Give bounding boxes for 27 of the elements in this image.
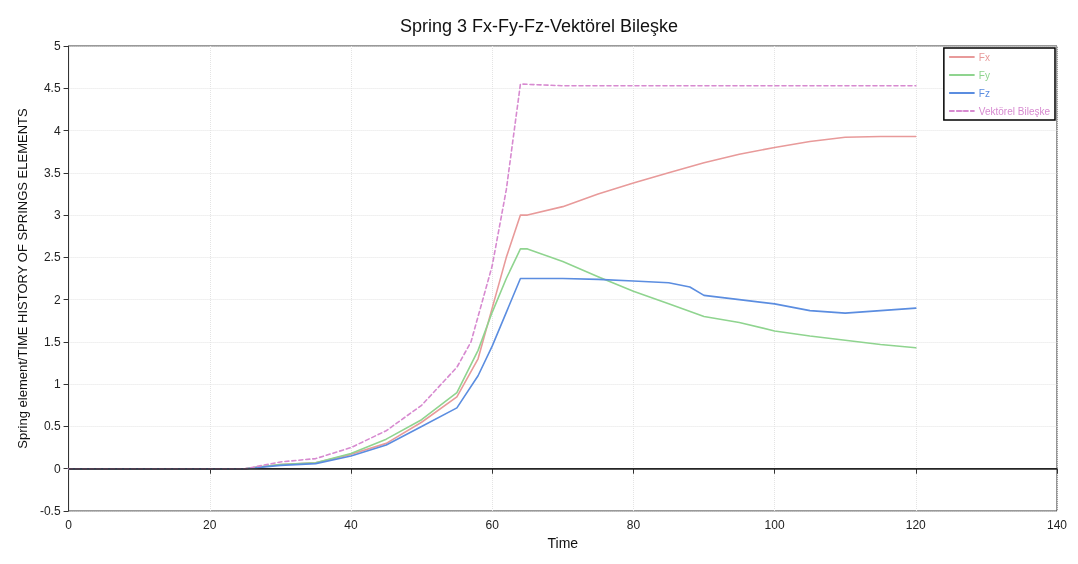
y-tick-label: 2 bbox=[53, 292, 61, 307]
x-axis-title: Time bbox=[547, 534, 579, 551]
x-tick-label: 0 bbox=[65, 518, 73, 532]
legend-label: Fy bbox=[978, 69, 990, 81]
y-tick-label: 3.5 bbox=[43, 165, 61, 180]
chart-title: Spring 3 Fx-Fy-Fz-Vektörel Bileşke bbox=[399, 16, 679, 36]
y-tick-label: 3 bbox=[53, 208, 61, 223]
x-tick-label: 60 bbox=[485, 518, 500, 532]
x-tick-label: 80 bbox=[626, 518, 641, 532]
x-tick-label: 40 bbox=[344, 518, 358, 532]
legend-label: Fz bbox=[978, 87, 990, 99]
y-axis-title: Spring element/TIME HISTORY OF SPRINGS ELEMENTS bbox=[15, 108, 30, 449]
y-tick-label: 5 bbox=[53, 39, 61, 53]
y-tick-label: 1.5 bbox=[43, 334, 61, 349]
x-tick-label: 100 bbox=[764, 518, 785, 532]
y-tick-label: -0.5 bbox=[39, 504, 61, 518]
y-tick-label: 1 bbox=[53, 377, 61, 392]
x-tick-label: 140 bbox=[1046, 518, 1068, 532]
y-tick-label: 0.5 bbox=[43, 419, 61, 434]
y-tick-label: 2.5 bbox=[43, 250, 61, 265]
legend-label: Vektörel Bileşke bbox=[978, 105, 1051, 117]
y-tick-label: 4 bbox=[53, 123, 61, 138]
y-tick-label: 0 bbox=[53, 461, 61, 476]
x-tick-label: 20 bbox=[203, 518, 217, 532]
x-tick-label: 120 bbox=[905, 518, 927, 532]
y-tick-label: 4.5 bbox=[43, 81, 61, 96]
legend-label: Fx bbox=[978, 51, 990, 63]
